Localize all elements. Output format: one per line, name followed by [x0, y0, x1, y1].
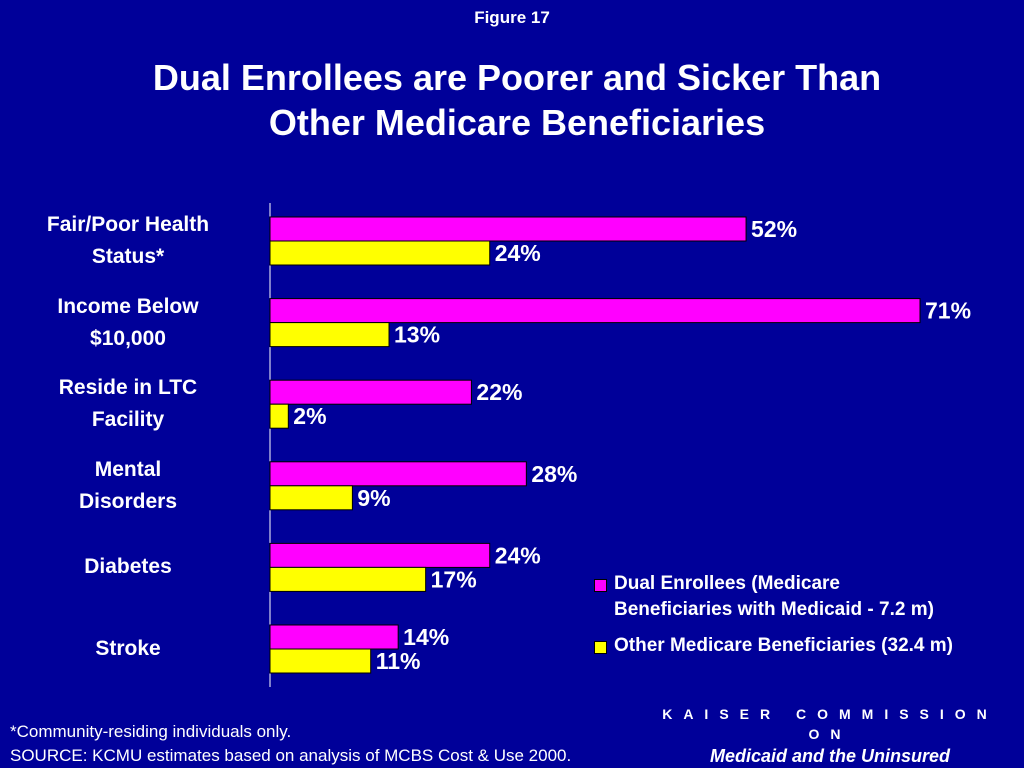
- legend-label-dual-line-2: Beneficiaries with Medicaid - 7.2 m): [614, 599, 934, 620]
- data-label-other-3: 9%: [357, 485, 390, 511]
- bar-other-2: [269, 403, 289, 429]
- category-label-1: Income Below $10,000: [8, 291, 248, 355]
- category-label-1-line-0: Income Below: [57, 294, 199, 318]
- category-label-2-line-0: Reside in LTC: [58, 376, 198, 400]
- category-label-5: Stroke: [8, 633, 248, 665]
- data-label-dual-3: 28%: [531, 461, 577, 487]
- data-label-other-1: 13%: [394, 322, 440, 348]
- data-label-dual-0: 52%: [751, 216, 797, 242]
- category-label-0-line-0: Fair/Poor Health: [46, 213, 210, 236]
- chart-title-line-2: Other Medicare Beneficiaries: [268, 102, 766, 143]
- category-label-4-line-0: Diabetes: [84, 555, 172, 579]
- category-label-3-line-1: Disorders: [78, 489, 178, 513]
- kaiser-branding: KAISER COMMISSION ON Medicaid and the Un…: [640, 704, 1020, 768]
- data-label-dual-5: 14%: [403, 624, 449, 650]
- bar-dual-5: [269, 624, 399, 650]
- category-label-2: Reside in LTC Facility: [8, 372, 248, 436]
- chart-legend: Dual Enrollees (Medicare Beneficiaries w…: [594, 571, 1024, 669]
- legend-swatch-other: [594, 641, 607, 654]
- category-label-1-line-1: $10,000: [90, 326, 166, 350]
- data-label-dual-4: 24%: [495, 542, 541, 568]
- footnote-community: *Community-residing individuals only.: [10, 722, 292, 741]
- chart-title-line-1: Dual Enrollees are Poorer and Sicker Tha…: [152, 57, 882, 98]
- category-label-4: Diabetes: [8, 551, 248, 583]
- category-label-2-line-1: Facility: [91, 408, 165, 432]
- bar-other-3: [269, 485, 353, 511]
- bar-other-5: [269, 648, 372, 674]
- category-label-5-line-0: Stroke: [95, 637, 161, 660]
- data-label-dual-2: 22%: [476, 379, 522, 405]
- chart-title: Dual Enrollees are Poorer and Sicker Tha…: [0, 55, 1024, 145]
- bar-dual-4: [269, 542, 491, 568]
- figure-label: Figure 17: [474, 8, 550, 27]
- data-label-other-5: 11%: [376, 648, 421, 674]
- bar-other-0: [269, 240, 491, 266]
- legend-label-dual-line-1: Dual Enrollees (Medicare: [614, 573, 840, 594]
- branding-line-1: KAISER COMMISSION ON: [662, 706, 998, 742]
- data-label-other-0: 24%: [495, 240, 541, 266]
- category-label-0: Fair/Poor Health Status*: [8, 209, 248, 273]
- branding-line-2: Medicaid and the Uninsured: [709, 746, 951, 766]
- bar-dual-1: [269, 298, 921, 324]
- data-label-dual-1: 71%: [925, 298, 971, 324]
- bar-dual-3: [269, 461, 527, 487]
- footnotes: *Community-residing individuals only. SO…: [10, 720, 571, 768]
- legend-item-dual: Dual Enrollees (Medicare Beneficiaries w…: [594, 571, 1024, 623]
- bar-other-4: [269, 566, 427, 592]
- bar-dual-2: [269, 379, 472, 405]
- category-label-3-line-0: Mental: [94, 457, 162, 481]
- category-label-3: Mental Disorders: [8, 454, 248, 518]
- bar-dual-0: [269, 216, 747, 242]
- data-label-other-4: 17%: [431, 566, 477, 592]
- legend-label-other: Other Medicare Beneficiaries (32.4 m): [614, 635, 953, 656]
- bar-other-1: [269, 322, 390, 348]
- legend-item-other: Other Medicare Beneficiaries (32.4 m): [594, 633, 1024, 659]
- bar-chart: 52% 71% 22% 28% 24% 14% 24% 13% 2% 9% 17% 11%: [269, 203, 971, 687]
- footnote-source: SOURCE: KCMU estimates based on analysis…: [10, 746, 572, 765]
- category-label-0-line-1: Status*: [91, 245, 165, 268]
- data-label-other-2: 2%: [293, 403, 326, 429]
- legend-swatch-dual: [594, 579, 607, 592]
